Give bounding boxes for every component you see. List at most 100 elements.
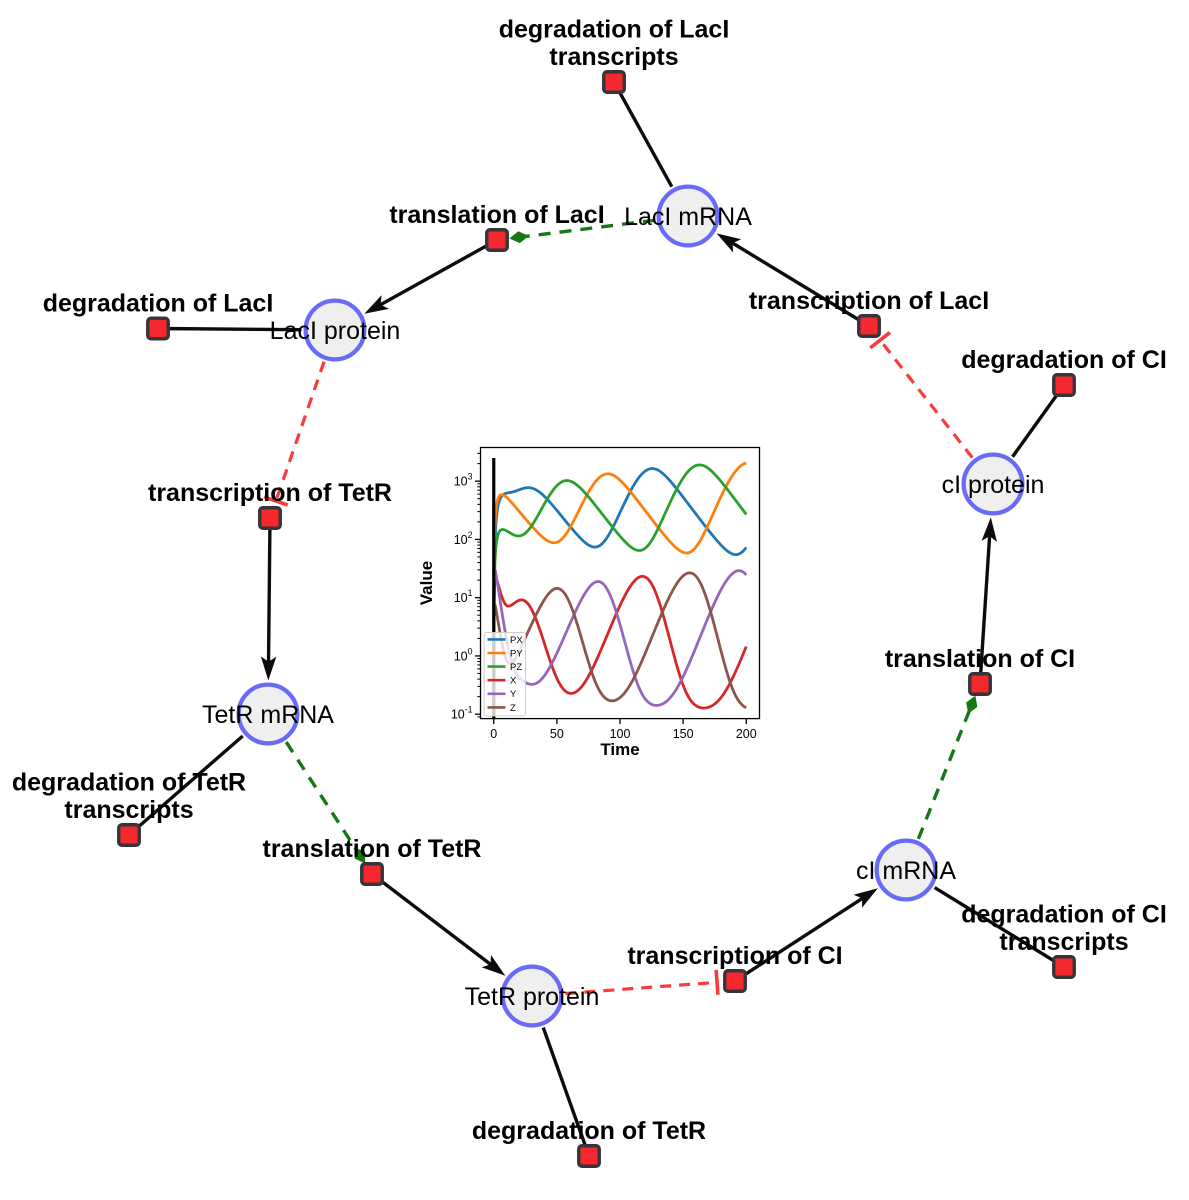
y-tick-label: 101	[454, 588, 473, 605]
simulation-plot: 0 50 100 150 20010-1100101102103TimeValuePXP…	[417, 446, 761, 759]
reaction-node-tl_X	[485, 228, 509, 252]
x-tick-label: 0	[490, 727, 497, 741]
reaction-label-tl_Z-line0: translation of CI	[885, 645, 1075, 673]
x-tick-label: 200	[736, 727, 757, 741]
reaction-node-deg_Z	[1052, 955, 1076, 979]
species-node-Z	[874, 838, 938, 902]
edge-line	[933, 886, 1065, 969]
species-node-PY	[500, 964, 564, 1028]
arrowhead-icon	[364, 295, 390, 314]
edge-line	[730, 240, 870, 328]
reaction-label-tr_Y-line0: transcription of TetR	[148, 479, 392, 507]
x-tick-label: 50	[550, 727, 564, 741]
edge-production-tl_Y-PY	[370, 872, 506, 976]
species-label-X: LacI mRNA	[624, 203, 752, 231]
edge-modifier-X-tl_X	[509, 218, 655, 244]
legend-label-Y: Y	[510, 689, 517, 700]
y-tick-label: 100	[454, 646, 473, 663]
edge-production-tl_X-PX	[364, 238, 498, 314]
y-tick-label: 102	[454, 530, 473, 547]
reaction-node-deg_PX	[146, 316, 170, 341]
edge-line	[524, 218, 655, 239]
reaction-label-deg_Z-line1: transcripts	[999, 928, 1128, 956]
reaction-label-tl_X-line0: translation of LacI	[389, 201, 604, 229]
edge-line	[978, 534, 992, 685]
species-node-Y	[236, 682, 300, 746]
edge-modifier-Z-tl_Z	[916, 695, 978, 840]
reaction-node-tl_Y	[360, 862, 384, 886]
reaction-label-deg_X-line0: degradation of LacI	[499, 16, 730, 44]
y-tick-label: 103	[454, 472, 473, 489]
reaction-label-tl_Y-line0: translation of TetR	[263, 835, 482, 863]
edge-modifier-Y-tl_Y	[284, 741, 366, 864]
edge-layer	[127, 81, 1066, 1157]
edge-consumption-Z-deg_Z	[933, 886, 1065, 969]
diamond-arrowhead-icon	[509, 231, 529, 244]
edge-production-tr_X-X	[716, 233, 870, 328]
species-label-Y: TetR mRNA	[202, 701, 334, 729]
reaction-node-deg_X	[602, 70, 626, 94]
legend-label-PZ: PZ	[510, 662, 522, 673]
edge-line	[734, 895, 865, 983]
legend-label-PX: PX	[510, 635, 523, 646]
reaction-node-tr_Y	[258, 506, 282, 530]
edge-consumption-Y-deg_Y	[127, 734, 244, 837]
y-tick-label: 10-1	[451, 705, 473, 722]
edge-inhibition-PZ-tr_X	[869, 331, 974, 459]
arrowhead-icon	[716, 233, 742, 253]
reaction-label-deg_PX-line0: degradation of LacI	[43, 290, 274, 318]
species-node-PX	[303, 298, 367, 362]
label-layer: LacI mRNA LacI protein TetR mRNA TetR prote…	[12, 16, 1167, 1146]
edge-line	[284, 741, 359, 852]
y-axis-title: Value	[417, 561, 436, 605]
reaction-label-deg_X-line1: transcripts	[549, 43, 678, 71]
edge-line	[157, 326, 302, 332]
legend-label-PY: PY	[510, 648, 523, 659]
x-tick-label: 150	[673, 727, 694, 741]
reaction-label-tr_Z-line0: transcription of CI	[627, 942, 842, 970]
edge-production-tr_Z-Z	[734, 888, 878, 983]
legend-label-X: X	[510, 676, 517, 687]
reaction-node-deg_Y	[117, 823, 141, 847]
curve-Z	[492, 571, 747, 719]
reaction-node-tr_X	[857, 314, 881, 338]
edge-line	[1011, 384, 1066, 458]
reaction-label-deg_PY-line0: degradation of TetR	[472, 1117, 706, 1145]
edge-line	[127, 734, 244, 837]
edge-line	[370, 872, 494, 967]
plot-curves	[492, 457, 748, 719]
inhibition-bar-icon	[263, 495, 289, 507]
reaction-node-deg_PZ	[1052, 373, 1076, 397]
inhibition-bar-icon	[869, 331, 892, 350]
reaction-node-deg_PY	[577, 1144, 601, 1168]
species-label-PY: TetR protein	[465, 983, 600, 1011]
reaction-node-tr_Z	[723, 969, 747, 993]
edge-line	[878, 339, 974, 459]
edge-consumption-PX-deg_PX	[157, 326, 302, 332]
species-label-Z: cI mRNA	[856, 857, 956, 885]
edge-inhibition-PX-tr_Y	[263, 361, 326, 507]
edge-production-tr_Y-Y	[260, 517, 277, 681]
edge-line	[612, 81, 674, 188]
edge-line	[378, 238, 498, 308]
curve-PZ	[492, 463, 748, 719]
x-axis-title: Time	[600, 740, 639, 759]
edge-line	[266, 517, 272, 664]
edge-line	[565, 980, 718, 996]
legend-label-Z: Z	[510, 703, 516, 714]
edge-consumption-PY-deg_PY	[541, 1026, 591, 1157]
arrowhead-icon	[481, 954, 506, 976]
plot-legend: PX PY PZ XYZ	[483, 632, 526, 717]
species-label-PZ: cI protein	[942, 471, 1045, 499]
reaction-label-deg_Z-line0: degradation of CI	[961, 901, 1167, 929]
edge-consumption-PZ-deg_PZ	[1011, 384, 1066, 458]
edge-inhibition-PY-tr_Z	[565, 969, 720, 996]
species-node-PZ	[961, 452, 1025, 516]
edge-line	[916, 709, 972, 840]
arrowhead-icon	[260, 656, 277, 681]
curve-PX	[492, 467, 748, 719]
reaction-node-tl_Z	[968, 672, 992, 696]
arrowhead-icon	[981, 517, 998, 542]
x-tick-label: 100	[610, 727, 631, 741]
